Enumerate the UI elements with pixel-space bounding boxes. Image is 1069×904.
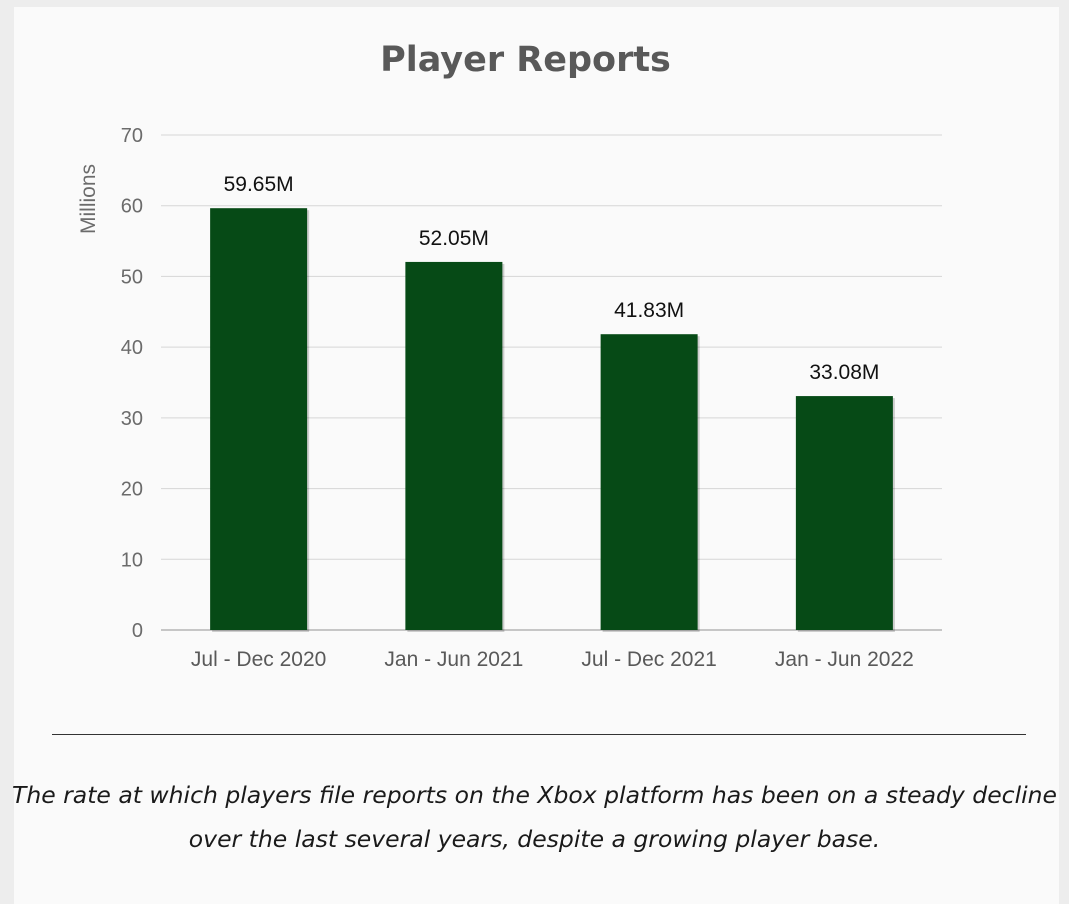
y-tick-label: 60 <box>121 196 143 218</box>
bar <box>795 396 893 630</box>
x-tick-label: Jul - Dec 2020 <box>191 648 326 671</box>
bar <box>405 261 503 630</box>
y-tick-label: 70 <box>121 125 143 147</box>
y-axis-ticks: 0 10 20 30 40 50 60 70 <box>121 125 143 642</box>
x-tick-label: Jul - Dec 2021 <box>581 648 716 671</box>
data-label: 41.83M <box>614 299 684 322</box>
x-axis-ticks: Jul - Dec 2020 Jan - Jun 2021 Jul - Dec 20… <box>191 648 914 671</box>
bar-chart: 0 10 20 30 40 50 60 70 Millions 59.65M 52.05M 41.… <box>77 125 942 671</box>
y-tick-label: 40 <box>121 337 143 359</box>
y-tick-label: 0 <box>132 620 143 642</box>
data-label: 59.65M <box>224 173 294 196</box>
y-tick-label: 30 <box>121 408 143 430</box>
caption: The rate at which players file reports o… <box>11 781 1058 853</box>
bars <box>210 208 895 633</box>
x-tick-label: Jan - Jun 2022 <box>775 648 914 671</box>
y-axis-label: Millions <box>77 164 100 234</box>
y-tick-label: 20 <box>121 479 143 501</box>
y-tick-label: 10 <box>121 549 143 571</box>
bar <box>210 208 308 631</box>
data-label: 33.08M <box>809 361 879 384</box>
data-labels: 59.65M 52.05M 41.83M 33.08M <box>224 173 880 384</box>
data-label: 52.05M <box>419 227 489 250</box>
bar <box>600 334 698 630</box>
x-tick-label: Jan - Jun 2021 <box>384 648 523 671</box>
divider-line <box>52 734 1026 735</box>
y-tick-label: 50 <box>121 266 143 288</box>
chart-title: Player Reports <box>380 40 671 80</box>
